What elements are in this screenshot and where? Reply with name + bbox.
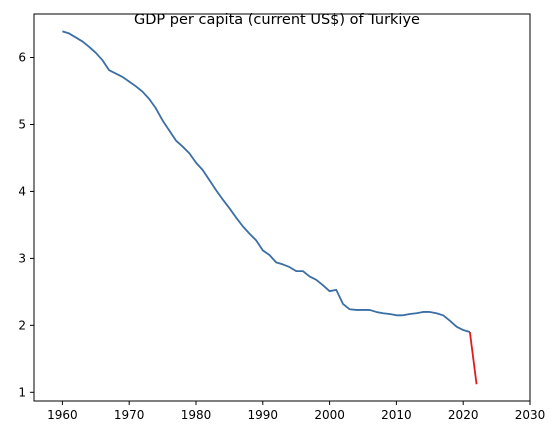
axis-ticks: 1960 1970 1980 1990 2000 2010 2020 2030 1 2 3 4 5 6 [18, 51, 545, 422]
x-tick-label-1990: 1990 [248, 408, 279, 422]
chart-title: GDP per capita (current US$) of Turkiye [134, 12, 420, 28]
series-lines [62, 30, 478, 385]
y-tick-label-3: 3 [18, 251, 26, 265]
y-tick-label-5: 5 [18, 117, 26, 131]
y-tick-label-6: 6 [18, 51, 26, 65]
y-tick-label-2: 2 [18, 318, 26, 332]
plot-area-frame [33, 13, 531, 402]
x-tick-label-2020: 2020 [448, 408, 479, 422]
x-tick-label-2000: 2000 [314, 408, 345, 422]
y-tick-label-1: 1 [18, 385, 26, 399]
x-tick-label-2030: 2030 [515, 408, 546, 422]
x-tick-label-2010: 2010 [381, 408, 412, 422]
series-line-1 [468, 331, 478, 385]
x-tick-label-1970: 1970 [114, 408, 145, 422]
series-line-0 [62, 30, 471, 333]
y-tick-label-4: 4 [18, 184, 26, 198]
x-tick-label-1980: 1980 [181, 408, 212, 422]
x-tick-label-1960: 1960 [47, 408, 78, 422]
